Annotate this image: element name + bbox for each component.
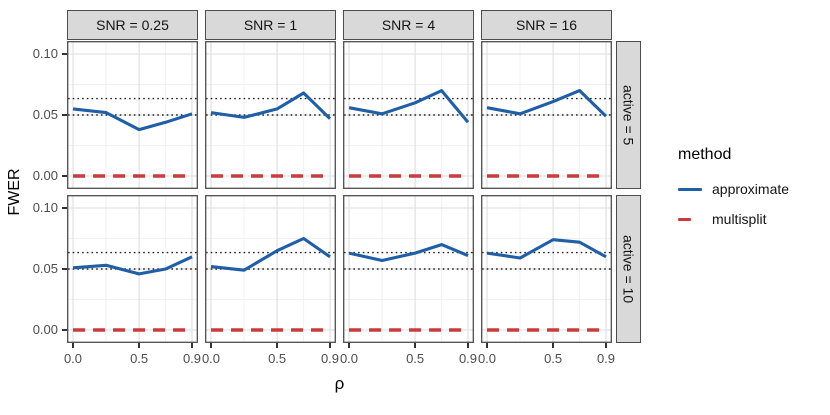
facet-panel-r0c0 xyxy=(67,41,198,189)
panel-border xyxy=(343,195,474,343)
y-tick-label: 0.10 xyxy=(32,46,58,61)
facet-strip-active-1: active = 10 xyxy=(616,195,641,343)
x-tick-mark xyxy=(414,343,416,348)
facet-panel-r1c1 xyxy=(205,195,336,343)
legend-title: method xyxy=(678,146,732,163)
facet-strip-label: SNR = 4 xyxy=(381,17,436,33)
legend-item-multisplit: multisplit xyxy=(678,210,828,228)
panel-border xyxy=(67,41,198,189)
panel-border xyxy=(67,195,198,343)
legend-item-label: approximate xyxy=(712,181,790,197)
facet-strip-snr-0: SNR = 0.25 xyxy=(67,10,198,40)
facet-strip-snr-3: SNR = 16 xyxy=(481,10,612,40)
approximate-line xyxy=(210,91,332,120)
x-tick-label: 0.0 xyxy=(201,351,221,366)
x-tick-label: 0.0 xyxy=(63,351,83,366)
x-tick-label: 0.5 xyxy=(268,351,287,366)
legend-item-approximate: approximate xyxy=(678,180,828,198)
x-tick-mark xyxy=(348,343,350,348)
y-tick-label: 0.00 xyxy=(32,322,58,337)
x-tick-label: 0.9 xyxy=(320,351,340,366)
x-tick-mark xyxy=(210,343,212,348)
multisplit-line-key xyxy=(678,210,702,228)
x-tick-mark xyxy=(138,343,140,348)
facet-strip-label: SNR = 0.25 xyxy=(96,17,169,33)
facet-strip-label: SNR = 1 xyxy=(243,17,298,33)
x-tick-mark xyxy=(276,343,278,348)
x-tick-mark xyxy=(72,343,74,348)
y-tick-mark xyxy=(62,268,67,270)
panel-border xyxy=(343,41,474,189)
facet-panel-r0c1 xyxy=(205,41,336,189)
facet-panel-r0c2 xyxy=(343,41,474,189)
facet-strip-snr-1: SNR = 1 xyxy=(205,10,336,40)
x-axis-title: ρ xyxy=(334,374,345,393)
legend-item-label: multisplit xyxy=(712,211,767,227)
y-tick-label: 0.00 xyxy=(32,168,58,183)
facet-panel-r1c3 xyxy=(481,195,612,343)
y-tick-label: 0.05 xyxy=(32,107,58,122)
legend: method approximate multisplit xyxy=(678,146,828,240)
x-tick-label: 0.9 xyxy=(596,351,616,366)
facet-strip-snr-2: SNR = 4 xyxy=(343,10,474,40)
x-tick-mark xyxy=(329,343,331,348)
x-tick-mark xyxy=(486,343,488,348)
y-tick-mark xyxy=(62,329,67,331)
x-tick-label: 0.5 xyxy=(544,351,563,366)
facet-panel-r1c0 xyxy=(67,195,198,343)
panel-border xyxy=(481,41,612,189)
panel-border xyxy=(481,195,612,343)
approximate-line xyxy=(348,89,470,124)
x-tick-mark xyxy=(467,343,469,348)
y-tick-label: 0.05 xyxy=(32,261,58,276)
x-tick-label: 0.9 xyxy=(458,351,478,366)
y-tick-mark xyxy=(62,207,67,209)
panel-border xyxy=(205,41,336,189)
facet-panel-r1c2 xyxy=(343,195,474,343)
x-tick-label: 0.5 xyxy=(130,351,149,366)
facet-strip-label: SNR = 16 xyxy=(515,17,578,33)
x-tick-label: 0.9 xyxy=(182,351,202,366)
y-tick-label: 0.10 xyxy=(32,200,58,215)
x-tick-mark xyxy=(605,343,607,348)
approximate-line xyxy=(486,89,608,118)
facet-strip-active-0: active = 5 xyxy=(616,41,641,189)
y-tick-mark xyxy=(62,175,67,177)
facet-strip-label: active = 10 xyxy=(620,234,637,304)
approximate-line xyxy=(72,255,193,276)
panel-border xyxy=(205,195,336,343)
approximate-line xyxy=(486,238,607,260)
y-tick-mark xyxy=(62,53,67,55)
x-tick-mark xyxy=(191,343,193,348)
approximate-line-key xyxy=(678,180,702,198)
x-tick-label: 0.5 xyxy=(406,351,425,366)
approximate-line xyxy=(348,243,469,263)
approximate-line xyxy=(210,236,331,272)
y-tick-mark xyxy=(62,114,67,116)
x-tick-label: 0.0 xyxy=(339,351,359,366)
facet-strip-label: active = 5 xyxy=(620,84,637,146)
approximate-line xyxy=(72,107,193,132)
x-tick-mark xyxy=(552,343,554,348)
x-tick-label: 0.0 xyxy=(477,351,497,366)
facet-panel-r0c3 xyxy=(481,41,612,189)
